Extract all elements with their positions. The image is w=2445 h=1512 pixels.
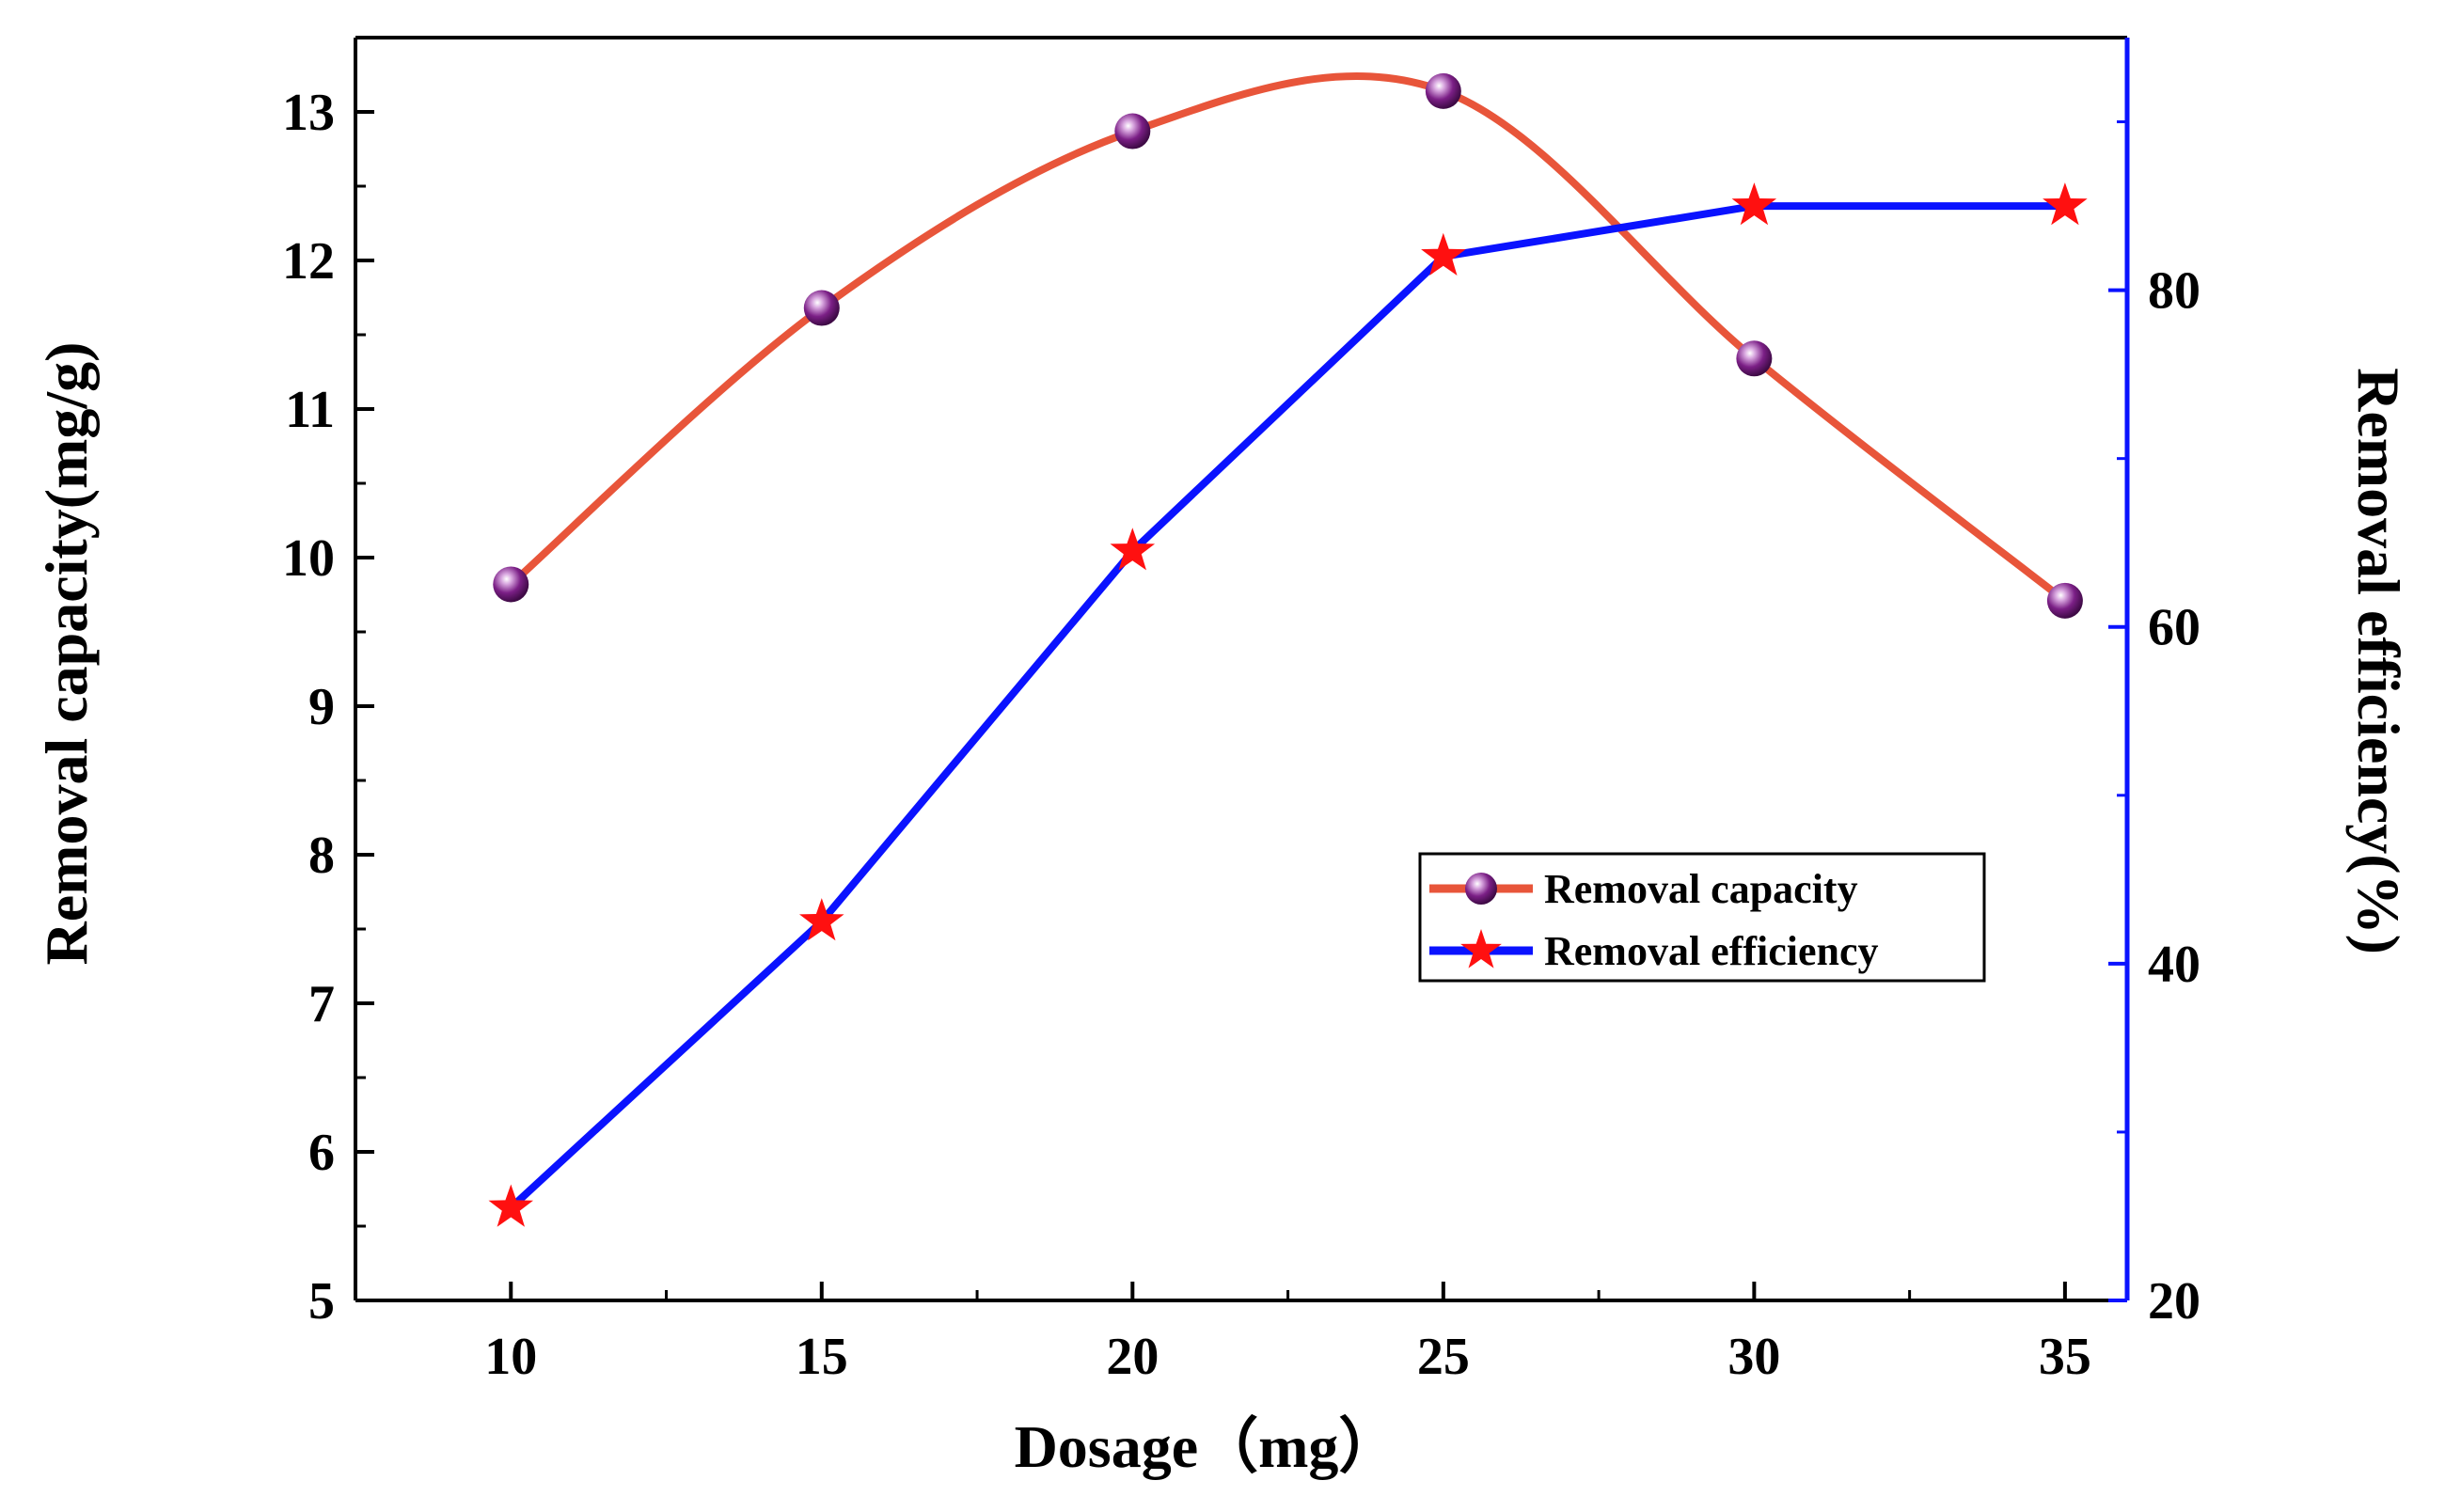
- legend-box: [1418, 852, 1986, 983]
- y-right-tick-label-60: 60: [2148, 599, 2200, 657]
- y-left-tick-label-5: 5: [308, 1272, 335, 1331]
- y-left-tick-label-12: 12: [282, 232, 335, 291]
- data-point-removal-capacity-30: [1736, 340, 1773, 377]
- x-tick-label-30: 30: [1727, 1328, 1780, 1386]
- y-right-tick-label-40: 40: [2148, 936, 2200, 994]
- y-left-tick-label-11: 11: [285, 381, 335, 439]
- y-left-tick-label-8: 8: [308, 827, 335, 885]
- y-left-tick-label-7: 7: [308, 975, 335, 1033]
- x-tick-label-35: 35: [2039, 1328, 2091, 1386]
- data-point-removal-capacity-25: [1425, 72, 1461, 109]
- x-tick-label-10: 10: [484, 1328, 537, 1386]
- x-tick-label-25: 25: [1417, 1328, 1470, 1386]
- legend-marker-removal-capacity: [1465, 873, 1497, 905]
- data-point-removal-capacity-10: [493, 566, 529, 603]
- data-point-removal-efficiency-30: [1731, 182, 1777, 226]
- y-right-tick-label-80: 80: [2148, 262, 2200, 321]
- data-point-removal-efficiency-10: [488, 1184, 533, 1227]
- y-left-tick-label-13: 13: [282, 84, 335, 142]
- x-axis-title: Dosage（mg）: [1015, 1413, 1399, 1480]
- x-tick-label-20: 20: [1106, 1328, 1159, 1386]
- data-point-removal-efficiency-25: [1421, 232, 1466, 276]
- legend-label-removal-capacity: Removal capacity: [1544, 866, 1858, 912]
- data-point-removal-efficiency-35: [2043, 182, 2088, 226]
- y-axis-left-title: Removal capacity(mg/g): [33, 342, 100, 966]
- x-tick-label-15: 15: [796, 1328, 848, 1386]
- y-left-tick-label-10: 10: [282, 529, 335, 588]
- data-point-removal-efficiency-15: [799, 898, 844, 941]
- data-point-removal-capacity-15: [803, 290, 840, 326]
- y-left-tick-label-6: 6: [308, 1124, 335, 1182]
- legend-label-removal-efficiency: Removal efficiency: [1544, 928, 1879, 974]
- y-left-tick-label-9: 9: [308, 678, 335, 736]
- y-axis-right-title: Removal efficiency(%): [2345, 368, 2412, 954]
- data-point-removal-efficiency-20: [1110, 528, 1156, 571]
- data-point-removal-capacity-20: [1114, 113, 1151, 150]
- y-right-tick-label-20: 20: [2148, 1272, 2200, 1331]
- legend-marker-removal-efficiency: [1460, 929, 1502, 969]
- legend: Removal capacity Removal efficiency: [1418, 852, 1986, 983]
- data-point-removal-capacity-35: [2046, 582, 2083, 619]
- series-line-removal-capacity: [508, 72, 2068, 604]
- series-line-removal-efficiency: [508, 202, 2065, 1211]
